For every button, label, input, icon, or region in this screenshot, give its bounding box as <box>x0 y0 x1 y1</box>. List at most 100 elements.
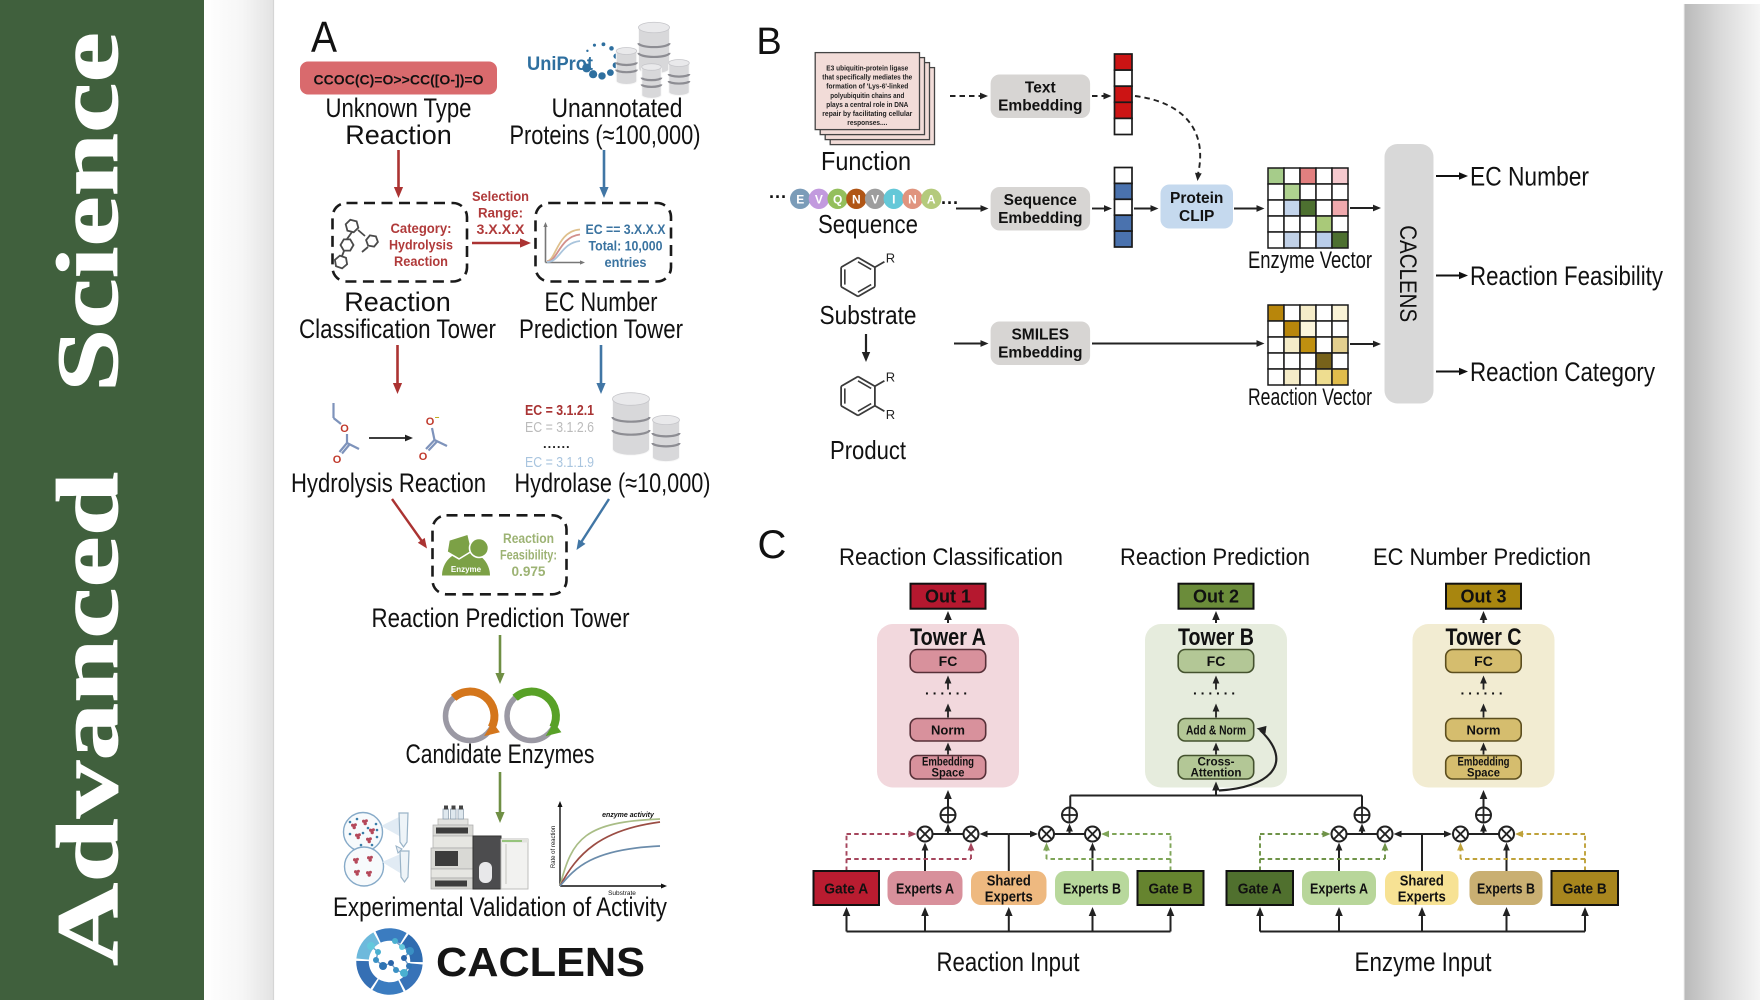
svg-text:Space: Space <box>1467 768 1500 780</box>
svg-text:Attention: Attention <box>1191 768 1242 780</box>
svg-text:Gate A: Gate A <box>824 881 868 898</box>
svg-text:responses....: responses.... <box>847 118 887 127</box>
svg-text:Tower B: Tower B <box>1178 624 1254 651</box>
svg-text:O: O <box>419 451 428 463</box>
svg-text:CACLENS: CACLENS <box>436 939 645 985</box>
svg-text:Out 3: Out 3 <box>1460 587 1506 607</box>
svg-text:Text: Text <box>1025 80 1056 97</box>
svg-text:CACLENS: CACLENS <box>1394 225 1421 322</box>
svg-text:Reaction Feasibility: Reaction Feasibility <box>1470 261 1663 291</box>
svg-text:Enzyme: Enzyme <box>451 565 482 574</box>
svg-text:Category:: Category: <box>391 221 452 236</box>
svg-text:Substrate: Substrate <box>820 300 917 330</box>
svg-text:Reaction Prediction Tower: Reaction Prediction Tower <box>372 603 630 633</box>
svg-text:polyubiquitin chains and: polyubiquitin chains and <box>830 91 904 100</box>
svg-text:Reaction Vector: Reaction Vector <box>1248 384 1372 411</box>
svg-text:Gate B: Gate B <box>1563 881 1607 898</box>
svg-text:FC: FC <box>1207 653 1226 669</box>
svg-text:Embedding: Embedding <box>922 757 974 769</box>
svg-text:enzyme activity: enzyme activity <box>602 812 655 819</box>
svg-text:V: V <box>815 192 823 206</box>
svg-text:Experts B: Experts B <box>1063 881 1121 898</box>
svg-text:Experts: Experts <box>1398 889 1446 906</box>
svg-text:Embedding: Embedding <box>998 98 1082 115</box>
svg-text:Product: Product <box>830 435 907 465</box>
svg-text:Advanced: Advanced <box>40 472 137 966</box>
svg-text:Cross-: Cross- <box>1198 757 1235 769</box>
svg-text:−: − <box>435 413 440 422</box>
svg-text:formation of 'Lys-6'-linked: formation of 'Lys-6'-linked <box>826 82 908 91</box>
svg-text:Shared: Shared <box>1400 873 1444 890</box>
svg-text:Enzyme Input: Enzyme Input <box>1355 947 1492 977</box>
svg-text:Experts B: Experts B <box>1477 881 1535 898</box>
svg-text:UniProt: UniProt <box>527 54 594 75</box>
svg-text:Experts A: Experts A <box>1310 881 1368 898</box>
svg-text:Tower A: Tower A <box>910 624 986 651</box>
svg-text:Tower C: Tower C <box>1446 624 1522 651</box>
svg-text:Out 1: Out 1 <box>925 587 971 607</box>
svg-text:repair by facilitating cellula: repair by facilitating cellular <box>822 109 912 118</box>
svg-text:Proteins (≈100,000): Proteins (≈100,000) <box>510 120 701 150</box>
svg-text:Reaction Classification: Reaction Classification <box>839 544 1063 571</box>
svg-text:EC == 3.X.X.X: EC == 3.X.X.X <box>586 222 666 237</box>
svg-text:Experts: Experts <box>985 889 1033 906</box>
svg-text:......: ...... <box>543 436 571 451</box>
svg-text:···: ··· <box>769 187 787 207</box>
svg-text:R: R <box>886 369 895 384</box>
svg-text:A: A <box>311 13 338 62</box>
svg-text:···: ··· <box>941 193 959 213</box>
svg-text:Reaction Category: Reaction Category <box>1470 357 1655 387</box>
svg-text:plays a central role in DNA: plays a central role in DNA <box>826 100 908 109</box>
svg-text:Candidate Enzymes: Candidate Enzymes <box>406 739 595 769</box>
svg-text:Add & Norm: Add & Norm <box>1186 723 1246 738</box>
svg-text:······: ······ <box>1193 685 1239 701</box>
svg-text:Embedding: Embedding <box>1458 757 1510 769</box>
svg-text:Enzyme Vector: Enzyme Vector <box>1248 247 1372 274</box>
svg-text:Classification Tower: Classification Tower <box>299 314 496 344</box>
svg-text:Norm: Norm <box>1467 723 1501 738</box>
svg-text:Embedding: Embedding <box>998 345 1082 362</box>
svg-text:Space: Space <box>932 768 965 780</box>
svg-text:R: R <box>886 407 895 422</box>
svg-text:EC = 3.1.2.6: EC = 3.1.2.6 <box>525 420 594 436</box>
svg-text:Feasibility:: Feasibility: <box>500 548 557 563</box>
svg-text:Embedding: Embedding <box>998 210 1082 227</box>
svg-text:Unknown Type: Unknown Type <box>326 93 472 123</box>
svg-text:E3 ubiquitin-protein ligase: E3 ubiquitin-protein ligase <box>826 64 908 73</box>
svg-text:EC Number: EC Number <box>545 287 658 317</box>
svg-text:Hydrolysis: Hydrolysis <box>389 238 453 253</box>
svg-text:Reaction Prediction: Reaction Prediction <box>1120 544 1310 571</box>
svg-text:Reaction: Reaction <box>345 120 452 150</box>
svg-text:······: ······ <box>925 685 971 701</box>
svg-text:O: O <box>426 416 435 428</box>
svg-text:Hydrolase (≈10,000): Hydrolase (≈10,000) <box>515 468 711 498</box>
svg-text:Out 2: Out 2 <box>1193 587 1239 607</box>
svg-text:entries: entries <box>605 255 647 270</box>
svg-text:Sequence: Sequence <box>1004 192 1078 209</box>
svg-text:CLIP: CLIP <box>1179 208 1214 225</box>
svg-text:CCOC(C)=O>>CC([O-])=O: CCOC(C)=O>>CC([O-])=O <box>314 73 484 88</box>
svg-text:Q: Q <box>833 192 842 206</box>
svg-text:Protein: Protein <box>1170 190 1223 207</box>
svg-text:Gate A: Gate A <box>1238 881 1282 898</box>
svg-text:Unannotated: Unannotated <box>552 93 683 123</box>
svg-text:Experimental Validation of Act: Experimental Validation of Activity <box>333 892 667 922</box>
svg-text:O: O <box>340 423 349 435</box>
svg-text:Rate of reaction: Rate of reaction <box>551 826 557 868</box>
svg-text:R: R <box>886 250 895 265</box>
svg-text:EC = 3.1.1.9: EC = 3.1.1.9 <box>525 455 594 471</box>
svg-text:Science: Science <box>40 32 137 392</box>
svg-text:A: A <box>927 192 936 206</box>
svg-text:B: B <box>756 21 781 63</box>
svg-text:0.975: 0.975 <box>512 564 546 579</box>
svg-text:E: E <box>796 192 804 206</box>
svg-text:EC = 3.1.2.1: EC = 3.1.2.1 <box>525 403 594 419</box>
svg-text:Substrate: Substrate <box>608 890 636 897</box>
svg-text:Function: Function <box>821 146 911 176</box>
svg-text:Reaction: Reaction <box>394 254 448 269</box>
svg-text:FC: FC <box>1474 653 1493 669</box>
svg-text:Selection: Selection <box>472 189 529 204</box>
svg-text:C: C <box>758 523 787 567</box>
svg-text:Norm: Norm <box>931 723 965 738</box>
svg-text:Reaction: Reaction <box>344 287 451 317</box>
